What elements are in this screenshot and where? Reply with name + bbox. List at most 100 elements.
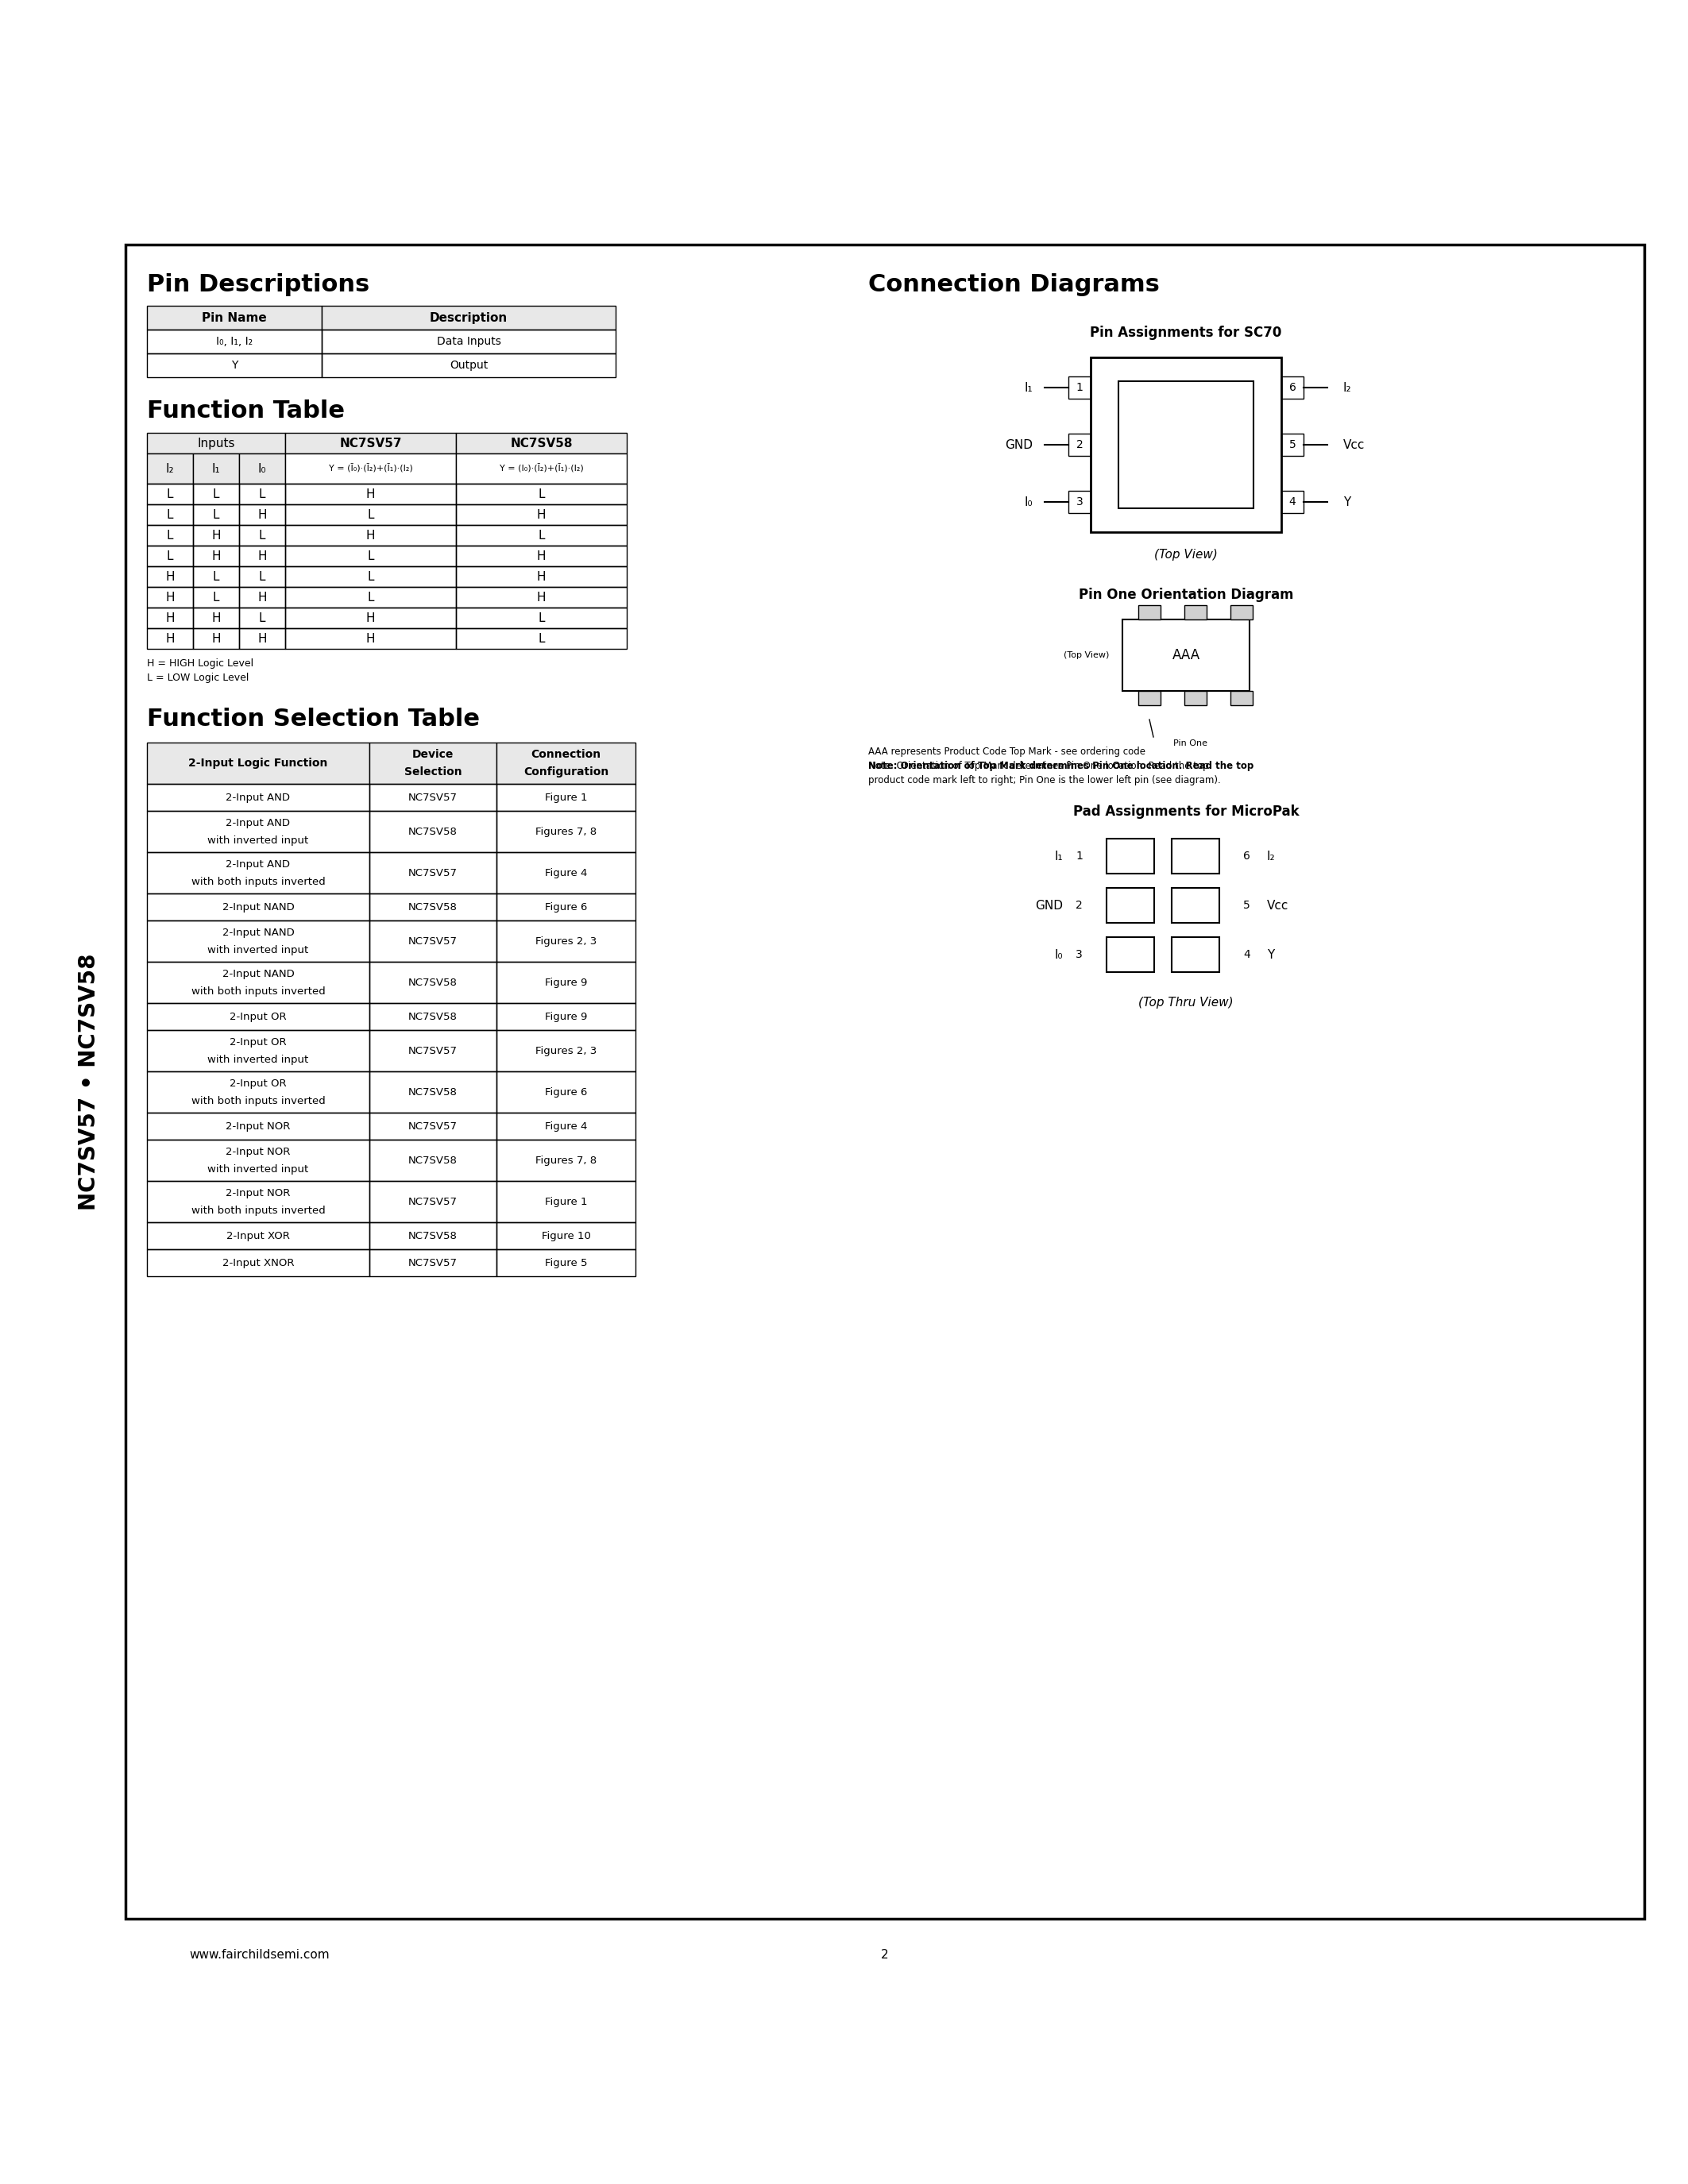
- Text: Figure 6: Figure 6: [545, 902, 587, 913]
- Text: H: H: [366, 529, 375, 542]
- Text: Figure 9: Figure 9: [545, 976, 587, 987]
- Bar: [456, 454, 626, 483]
- Bar: [496, 961, 635, 1002]
- Text: L = LOW Logic Level: L = LOW Logic Level: [147, 673, 248, 684]
- Text: NC7SV58: NC7SV58: [408, 1155, 457, 1166]
- Text: Configuration: Configuration: [523, 767, 609, 778]
- Text: NC7SV57 • NC7SV58: NC7SV57 • NC7SV58: [78, 952, 100, 1210]
- Text: Selection: Selection: [403, 767, 463, 778]
- Bar: [240, 629, 285, 649]
- Bar: [147, 743, 370, 784]
- Text: 2-Input NAND: 2-Input NAND: [223, 968, 294, 978]
- Text: (Top View): (Top View): [1155, 548, 1217, 561]
- Bar: [456, 629, 626, 649]
- Text: L: L: [368, 592, 375, 603]
- Text: Data Inputs: Data Inputs: [437, 336, 501, 347]
- Text: 2-Input NAND: 2-Input NAND: [223, 902, 294, 913]
- Bar: [496, 919, 635, 961]
- Text: NC7SV58: NC7SV58: [408, 1230, 457, 1241]
- Text: (Top View): (Top View): [1063, 651, 1109, 660]
- Text: Pin Name: Pin Name: [203, 312, 267, 323]
- Bar: [496, 743, 635, 784]
- Text: product code mark left to right; Pin One is the lower left pin (see diagram).: product code mark left to right; Pin One…: [868, 775, 1220, 786]
- Text: H: H: [211, 633, 221, 644]
- Bar: [1231, 690, 1252, 705]
- Text: L: L: [538, 529, 545, 542]
- Text: 2-Input XNOR: 2-Input XNOR: [223, 1258, 294, 1269]
- Text: Pin One Orientation Diagram: Pin One Orientation Diagram: [1079, 587, 1293, 603]
- Text: H: H: [258, 509, 267, 520]
- Bar: [147, 784, 370, 810]
- Bar: [192, 454, 240, 483]
- Bar: [285, 629, 456, 649]
- Text: Y: Y: [1268, 948, 1274, 961]
- Text: I₀: I₀: [258, 463, 267, 474]
- Bar: [147, 432, 285, 454]
- Bar: [1107, 889, 1155, 924]
- Text: 1: 1: [1075, 850, 1082, 863]
- Text: NC7SV58: NC7SV58: [408, 902, 457, 913]
- Text: NC7SV57: NC7SV57: [408, 793, 457, 802]
- Text: I₁: I₁: [1055, 850, 1063, 863]
- Text: H: H: [165, 592, 174, 603]
- Bar: [496, 784, 635, 810]
- Text: 2-Input OR: 2-Input OR: [230, 1079, 287, 1088]
- Text: 6: 6: [1242, 850, 1251, 863]
- Bar: [240, 483, 285, 505]
- Bar: [496, 1002, 635, 1031]
- Bar: [1107, 937, 1155, 972]
- Bar: [192, 629, 240, 649]
- Bar: [456, 524, 626, 546]
- Text: Figure 5: Figure 5: [545, 1258, 587, 1269]
- Text: H: H: [165, 570, 174, 583]
- Text: Vᴄᴄ: Vᴄᴄ: [1268, 900, 1288, 911]
- Text: Device: Device: [412, 749, 454, 760]
- Text: 1: 1: [1075, 382, 1084, 393]
- Bar: [147, 546, 192, 566]
- Text: Pin Assignments for SC70: Pin Assignments for SC70: [1090, 325, 1281, 341]
- Text: I₀: I₀: [1025, 496, 1033, 509]
- Bar: [1231, 605, 1252, 620]
- Bar: [370, 1031, 496, 1072]
- Text: H: H: [258, 550, 267, 561]
- Text: GND: GND: [1035, 900, 1063, 911]
- Text: H: H: [211, 612, 221, 625]
- Bar: [1281, 376, 1303, 400]
- Bar: [240, 566, 285, 587]
- Text: Y = (I₀)·(Ī₂)+(Ī₁)·(I₂): Y = (I₀)·(Ī₂)+(Ī₁)·(I₂): [500, 463, 584, 474]
- Bar: [192, 566, 240, 587]
- Text: 6: 6: [1290, 382, 1296, 393]
- Text: L: L: [368, 509, 375, 520]
- Text: NC7SV58: NC7SV58: [510, 437, 572, 450]
- Text: I₂: I₂: [1344, 382, 1352, 393]
- Bar: [456, 432, 626, 454]
- Bar: [1171, 889, 1219, 924]
- Text: 5: 5: [1290, 439, 1296, 450]
- Text: NC7SV57: NC7SV57: [408, 937, 457, 946]
- Text: Figure 1: Figure 1: [545, 793, 587, 802]
- Bar: [370, 1249, 496, 1275]
- Bar: [1119, 382, 1254, 509]
- Text: 3: 3: [1075, 496, 1084, 507]
- Text: 2-Input OR: 2-Input OR: [230, 1037, 287, 1046]
- Bar: [192, 607, 240, 629]
- Text: H: H: [165, 612, 174, 625]
- Bar: [285, 505, 456, 524]
- Text: NC7SV57: NC7SV57: [408, 1197, 457, 1208]
- Text: www.fairchildsemi.com: www.fairchildsemi.com: [189, 1948, 329, 1961]
- Bar: [240, 524, 285, 546]
- Text: L: L: [167, 509, 174, 520]
- Text: 2-Input AND: 2-Input AND: [226, 817, 290, 828]
- Bar: [1138, 605, 1161, 620]
- Text: L: L: [167, 529, 174, 542]
- Text: L: L: [538, 487, 545, 500]
- Text: Figures 2, 3: Figures 2, 3: [535, 1046, 596, 1055]
- Bar: [456, 483, 626, 505]
- Bar: [147, 524, 192, 546]
- Bar: [147, 1223, 370, 1249]
- Bar: [285, 454, 456, 483]
- Bar: [370, 1223, 496, 1249]
- Text: H: H: [165, 633, 174, 644]
- Bar: [496, 1249, 635, 1275]
- Bar: [125, 245, 1644, 1920]
